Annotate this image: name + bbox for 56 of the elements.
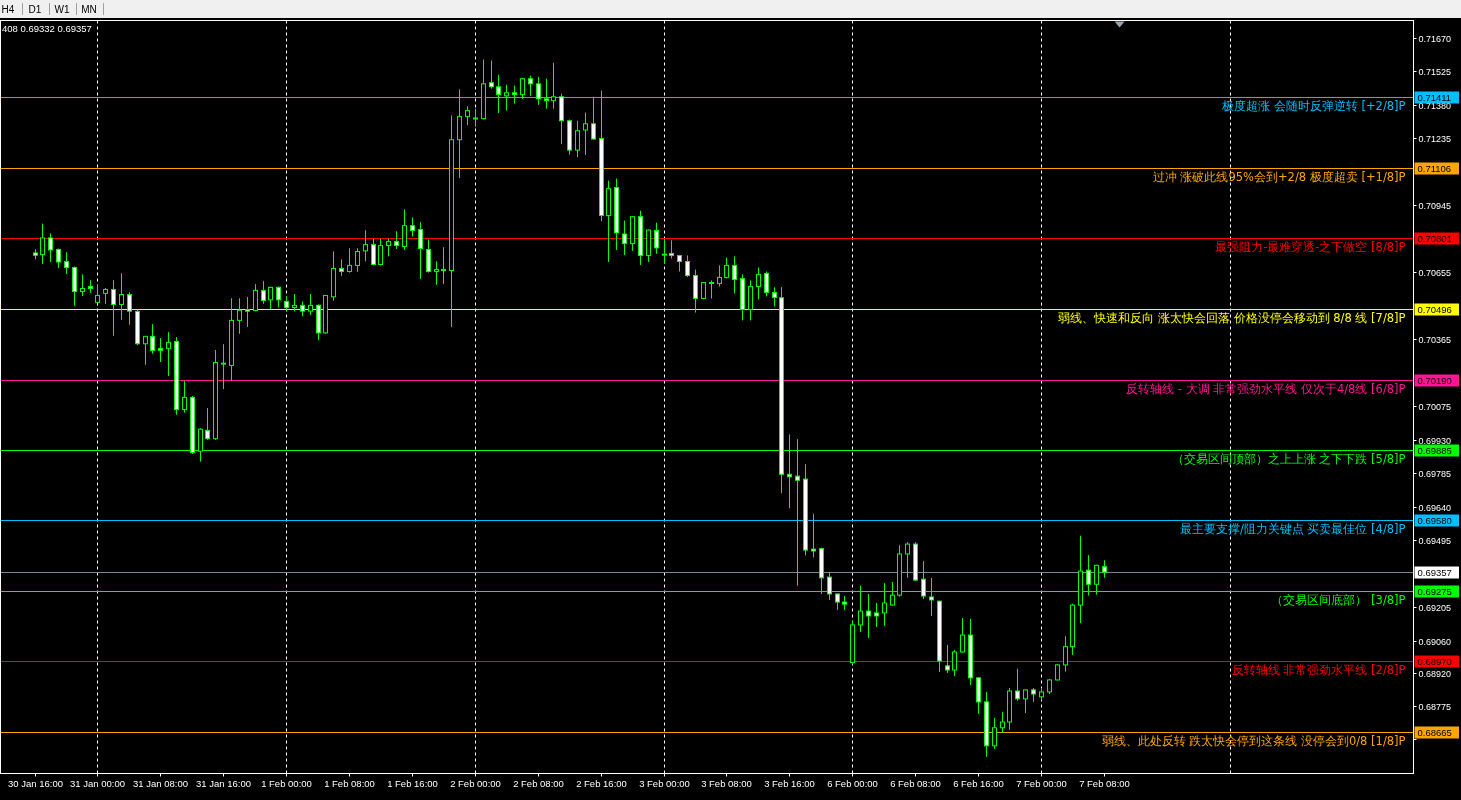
y-tick-label: 0.69275	[1417, 586, 1452, 597]
y-tick-label: 0.68920	[1418, 668, 1452, 679]
y-tick-label: 0.69495	[1418, 535, 1452, 546]
y-tick-label: 0.69785	[1418, 468, 1452, 479]
y-tick-label: 0.70655	[1418, 267, 1452, 278]
ref-line-label: （交易区间顶部）之上上涨 之下下跌 [5/8]P	[1171, 452, 1406, 466]
ref-line-label: 极度超涨 会随时反弹逆转 [+2/8]P	[1221, 99, 1406, 113]
y-tick-label: 0.70365	[1418, 334, 1452, 345]
y-tick-label: 0.70945	[1418, 200, 1452, 211]
x-tick-label: 3 Feb 08:00	[701, 777, 752, 789]
ref-line-label: 最强阻力-最难穿透-之下做空 [8/8]P	[1215, 240, 1406, 254]
x-tick-label: 2 Feb 00:00	[450, 777, 501, 789]
x-tick-label: 31 Jan 00:00	[70, 777, 125, 789]
ref-line-label: （交易区间底部） [3/8]P	[1271, 593, 1406, 607]
y-tick-label: 0.70190	[1417, 375, 1452, 386]
y-tick-label: 0.71411	[1417, 92, 1452, 103]
x-tick-label: 1 Feb 00:00	[261, 777, 312, 789]
y-tick-label: 0.68775	[1418, 701, 1452, 712]
y-tick-label: 0.71235	[1418, 133, 1452, 144]
y-tick-label: 0.69060	[1418, 636, 1452, 647]
x-tick-label: 6 Feb 08:00	[890, 777, 941, 789]
y-tick-label: 0.71525	[1418, 66, 1452, 77]
x-tick-label: 2 Feb 08:00	[513, 777, 564, 789]
y-tick-label: 0.71106	[1417, 163, 1452, 174]
y-tick-label: 0.71670	[1418, 33, 1452, 44]
ref-line-label: 过冲 涨破此线95%会到+2/8 极度超卖 [+1/8]P	[1152, 170, 1406, 184]
y-tick-label: 0.68970	[1417, 656, 1452, 667]
ref-line-label: 弱线、此处反转 跌太快会停到这条线 没停会到0/8 [1/8]P	[1101, 734, 1406, 748]
x-tick-label: 31 Jan 16:00	[196, 777, 251, 789]
x-tick-label: 2 Feb 16:00	[576, 777, 627, 789]
y-tick-label: 0.69205	[1418, 602, 1452, 613]
y-tick-label: 0.70801	[1417, 233, 1452, 244]
x-tick-label: 30 Jan 16:00	[8, 777, 63, 789]
ref-line-label: 弱线、快速和反向 涨太快会回落 价格没停会移动到 8/8 线 [7/8]P	[1058, 311, 1406, 325]
ref-line-label: 反转轴线 - 大调 非常强劲水平线 仅次于4/8线 [6/8]P	[1126, 382, 1406, 396]
y-tick-label: 0.68665	[1417, 727, 1452, 738]
x-tick-label: 6 Feb 16:00	[953, 777, 1004, 789]
y-tick-label: 0.69885	[1417, 445, 1452, 456]
ref-line-label: 最主要支撑/阻力关键点 买卖最佳位 [4/8]P	[1179, 522, 1406, 536]
x-tick-label: 7 Feb 08:00	[1079, 777, 1130, 789]
x-tick-label: 1 Feb 16:00	[387, 777, 438, 789]
x-tick-label: 1 Feb 08:00	[324, 777, 375, 789]
toolbar: H4 D1 W1 MN	[0, 0, 1461, 18]
y-tick-label: 0.69640	[1418, 502, 1452, 513]
x-tick-label: 6 Feb 00:00	[827, 777, 878, 789]
x-tick-label: 3 Feb 16:00	[764, 777, 815, 789]
y-tick-label: 0.70496	[1417, 304, 1452, 315]
y-tick-label: 0.70075	[1418, 401, 1452, 412]
y-tick-label: 0.69580	[1417, 515, 1452, 526]
y-tick-label: 0.69357	[1417, 567, 1452, 578]
x-tick-label: 31 Jan 08:00	[133, 777, 188, 789]
x-tick-label: 3 Feb 00:00	[639, 777, 690, 789]
chart-subtitle: 408 0.69332 0.69357	[2, 22, 92, 34]
y-tick-label: 0.69930	[1418, 435, 1452, 446]
ref-line-label: 反转轴线 非常强劲水平线 [2/8]P	[1231, 663, 1406, 677]
x-tick-label: 7 Feb 00:00	[1016, 777, 1067, 789]
